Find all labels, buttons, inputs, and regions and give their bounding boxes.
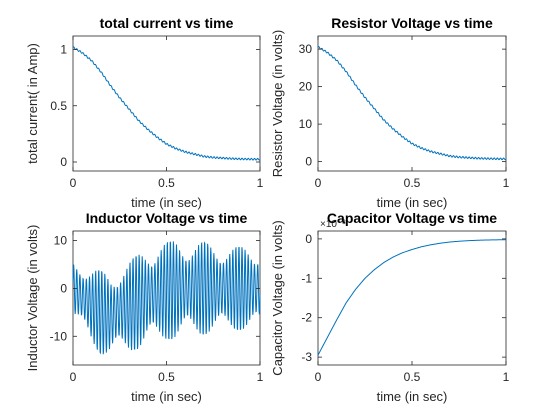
series-line <box>317 239 507 356</box>
axes-box <box>72 35 261 172</box>
x-tick-label: 0 <box>315 176 322 190</box>
y-axis-label: total current( in Amp) <box>25 43 40 164</box>
y-tick-label: -1 <box>301 271 312 285</box>
x-tick-label: 1 <box>503 176 510 190</box>
y-tick-label: -3 <box>301 350 312 364</box>
axes-box <box>317 230 507 366</box>
x-tick-label: 0 <box>70 370 77 384</box>
chart-title: total current vs time <box>100 15 234 31</box>
x-tick-label: 0.5 <box>404 370 421 384</box>
x-tick-label: 1 <box>257 176 264 190</box>
x-tick-label: 0 <box>70 176 77 190</box>
x-tick-label: 1 <box>503 370 510 384</box>
y-exponent-label: ×10⁻³ <box>320 219 346 230</box>
x-tick-label: 0.5 <box>158 176 175 190</box>
y-tick-label: -2 <box>301 311 312 325</box>
chart-title: Capacitor Voltage vs time <box>327 210 497 226</box>
y-axis-label: Resistor Voltage (in volts) <box>270 30 285 177</box>
subplot-total-current: 0 0.5 1 0 0.5 1 total current vs time time (in … <box>25 15 264 210</box>
axes-box <box>317 35 507 172</box>
y-tick-label: 1 <box>60 43 67 57</box>
y-tick-label: 20 <box>299 80 313 94</box>
y-tick-label: 30 <box>299 42 313 56</box>
series-line <box>72 46 261 161</box>
x-tick-label: 0 <box>315 370 322 384</box>
y-tick-label: -10 <box>50 329 68 343</box>
x-tick-label: 1 <box>257 370 264 384</box>
y-tick-label: 0 <box>305 155 312 169</box>
x-tick-label: 0.5 <box>404 176 421 190</box>
x-axis-label: time (in sec) <box>377 195 448 210</box>
series-line <box>317 46 507 161</box>
y-tick-label: 10 <box>299 117 313 131</box>
y-tick-label: 0 <box>60 281 67 295</box>
x-tick-label: 0.5 <box>158 370 175 384</box>
chart-title: Inductor Voltage vs time <box>86 210 248 226</box>
chart-title: Resistor Voltage vs time <box>331 15 493 31</box>
x-axis-label: time (in sec) <box>377 389 448 404</box>
y-axis-label: Inductor Voltage (in volts) <box>25 225 40 372</box>
y-tick-label: 10 <box>54 234 68 248</box>
x-axis-label: time (in sec) <box>131 389 202 404</box>
x-axis-label: time (in sec) <box>131 195 202 210</box>
subplot-inductor-voltage: 0 0.5 1 -10 0 10 Inductor Voltage vs time time … <box>25 210 264 404</box>
y-tick-label: 0.5 <box>50 99 67 113</box>
y-tick-label: 0 <box>60 155 67 169</box>
series-line <box>72 241 261 355</box>
y-axis-label: Capacitor Voltage (in volts) <box>270 220 285 375</box>
y-tick-label: 0 <box>305 232 312 246</box>
